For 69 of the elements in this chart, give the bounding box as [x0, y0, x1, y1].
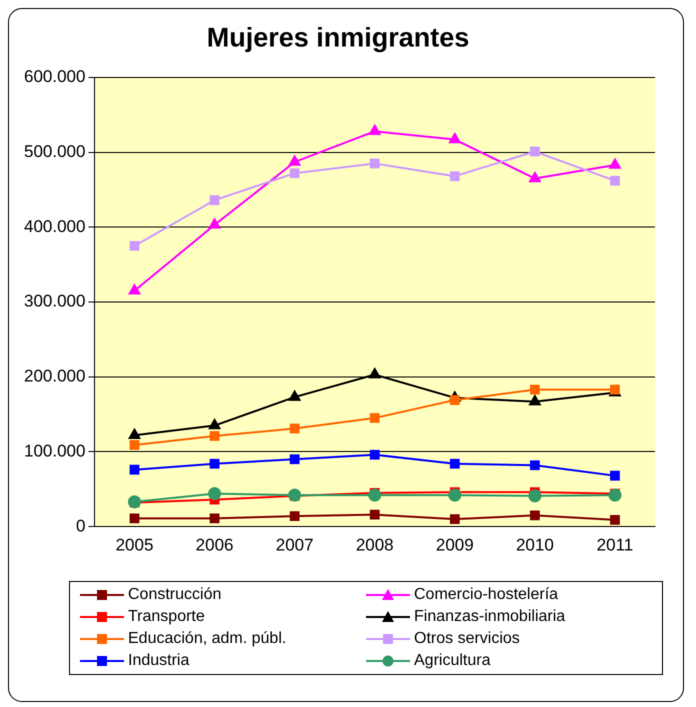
x-tick-label: 2008 — [356, 535, 394, 554]
point — [530, 146, 540, 156]
chart-title: Mujeres inmigrantes — [206, 22, 470, 53]
point — [450, 458, 460, 469]
y-tick-label: 300.000 — [24, 292, 86, 311]
point — [449, 133, 461, 144]
y-tick-label: 0 — [76, 516, 86, 536]
point — [368, 368, 380, 378]
point — [208, 487, 222, 500]
legend-label: Industria — [128, 652, 190, 670]
point — [290, 454, 300, 464]
point — [528, 489, 542, 502]
point — [288, 156, 300, 166]
point — [370, 450, 380, 460]
point — [210, 431, 220, 441]
legend-label: Educación, adm. públ. — [128, 630, 286, 648]
point — [290, 168, 300, 178]
point — [130, 464, 140, 475]
point — [128, 428, 140, 440]
point — [450, 395, 460, 405]
point — [610, 176, 620, 186]
point — [130, 440, 140, 450]
x-tick-label: 2010 — [516, 535, 554, 554]
y-tick-label: 200.000 — [24, 366, 86, 386]
point — [128, 495, 141, 508]
point — [370, 158, 380, 168]
y-tick-label: 400.000 — [24, 216, 86, 236]
point — [530, 510, 540, 520]
point — [529, 172, 541, 182]
x-tick-label: 2006 — [196, 535, 234, 554]
point — [208, 419, 220, 430]
x-tick-label: 2009 — [436, 535, 474, 554]
point — [368, 124, 380, 136]
point — [210, 458, 220, 469]
legend-label: Otros servicios — [414, 630, 520, 648]
point — [450, 514, 460, 524]
point — [608, 488, 622, 502]
point — [609, 158, 621, 169]
x-tick-label: 2011 — [596, 535, 634, 554]
point — [130, 240, 140, 251]
legend-label: Comercio-hostelería — [414, 586, 558, 604]
legend-label: Finanzas-inmobiliaria — [414, 608, 566, 626]
point — [610, 470, 620, 481]
point — [208, 218, 220, 229]
y-tick-label: 600.000 — [24, 67, 86, 86]
y-tick-label: 100.000 — [24, 441, 86, 460]
x-tick-label: 2007 — [276, 535, 314, 554]
x-tick-label: 2005 — [116, 535, 154, 554]
legend-label: Construcción — [128, 586, 222, 604]
point — [288, 488, 302, 502]
point — [530, 384, 540, 394]
point — [529, 395, 541, 406]
point — [128, 284, 140, 295]
legend-label: Transporte — [128, 608, 205, 626]
point — [288, 390, 300, 401]
point — [370, 510, 380, 520]
point — [610, 514, 620, 525]
point — [290, 424, 300, 434]
y-tick-label: 500.000 — [24, 142, 86, 161]
point — [450, 171, 460, 182]
point — [290, 511, 300, 522]
point — [530, 460, 540, 470]
point — [130, 513, 140, 524]
point — [368, 488, 382, 502]
point — [210, 513, 220, 524]
point — [370, 413, 380, 423]
legend-label: Agricultura — [414, 652, 490, 670]
point — [448, 488, 462, 502]
point — [210, 195, 220, 206]
